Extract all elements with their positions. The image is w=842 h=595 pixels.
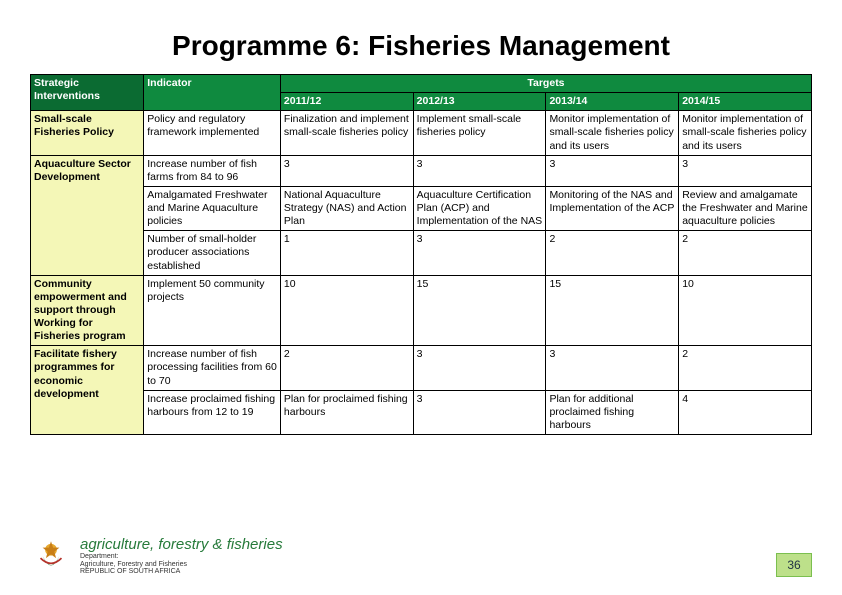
y2-cell: 3 — [413, 155, 546, 186]
y2-cell: 3 — [413, 346, 546, 390]
dept-main: agriculture, forestry & fisheries — [80, 536, 283, 553]
y1-cell: 1 — [280, 231, 413, 275]
y1-cell: 2 — [280, 346, 413, 390]
y4-cell: 2 — [679, 231, 812, 275]
si-cell: Small-scale Fisheries Policy — [31, 111, 144, 155]
hdr-y2: 2012/13 — [413, 93, 546, 111]
indicator-cell: Increase number of fish processing facil… — [144, 346, 281, 390]
y4-cell: Monitor implementation of small-scale fi… — [679, 111, 812, 155]
indicator-cell: Increase number of fish farms from 84 to… — [144, 155, 281, 186]
y2-cell: 3 — [413, 231, 546, 275]
hdr-y3: 2013/14 — [546, 93, 679, 111]
logo-block: agriculture, forestry & fisheries Depart… — [30, 535, 283, 577]
indicator-cell: Implement 50 community projects — [144, 275, 281, 346]
si-cell: Aquaculture Sector Development — [31, 155, 144, 275]
hdr-y4: 2014/15 — [679, 93, 812, 111]
y3-cell: Monitor implementation of small-scale fi… — [546, 111, 679, 155]
table-header-row-1: Strategic Interventions Indicator Target… — [31, 75, 812, 93]
y2-cell: 3 — [413, 390, 546, 434]
indicator-cell: Number of small-holder producer associat… — [144, 231, 281, 275]
y2-cell: 15 — [413, 275, 546, 346]
y1-cell: Finalization and implement small-scale f… — [280, 111, 413, 155]
y3-cell: Monitoring of the NAS and Implementation… — [546, 186, 679, 230]
table-row: Community empowerment and support throug… — [31, 275, 812, 346]
page-title: Programme 6: Fisheries Management — [30, 30, 812, 62]
table-row: Facilitate fishery programmes for econom… — [31, 346, 812, 390]
table-row: Amalgamated Freshwater and Marine Aquacu… — [31, 186, 812, 230]
hdr-y1: 2011/12 — [280, 93, 413, 111]
page-number: 36 — [776, 553, 812, 577]
table-row: Number of small-holder producer associat… — [31, 231, 812, 275]
y2-cell: Implement small-scale fisheries policy — [413, 111, 546, 155]
y4-cell: 2 — [679, 346, 812, 390]
y4-cell: 10 — [679, 275, 812, 346]
hdr-indicator: Indicator — [144, 75, 281, 111]
dept-sub1: Department: — [80, 553, 283, 561]
y3-cell: 2 — [546, 231, 679, 275]
dept-sub2: Agriculture, Forestry and Fisheries — [80, 561, 283, 569]
y2-cell: Aquaculture Certification Plan (ACP) and… — [413, 186, 546, 230]
table-row: Small-scale Fisheries Policy Policy and … — [31, 111, 812, 155]
programme-table: Strategic Interventions Indicator Target… — [30, 74, 812, 435]
y1-cell: 3 — [280, 155, 413, 186]
y4-cell: Review and amalgamate the Freshwater and… — [679, 186, 812, 230]
y3-cell: 3 — [546, 346, 679, 390]
y1-cell: National Aquaculture Strategy (NAS) and … — [280, 186, 413, 230]
y4-cell: 4 — [679, 390, 812, 434]
hdr-strategic: Strategic Interventions — [31, 75, 144, 111]
hdr-targets: Targets — [280, 75, 811, 93]
y3-cell: Plan for additional proclaimed fishing h… — [546, 390, 679, 434]
y1-cell: Plan for proclaimed fishing harbours — [280, 390, 413, 434]
si-cell: Facilitate fishery programmes for econom… — [31, 346, 144, 435]
y1-cell: 10 — [280, 275, 413, 346]
indicator-cell: Policy and regulatory framework implemen… — [144, 111, 281, 155]
footer: agriculture, forestry & fisheries Depart… — [30, 535, 812, 577]
indicator-cell: Amalgamated Freshwater and Marine Aquacu… — [144, 186, 281, 230]
dept-sub3: REPUBLIC OF SOUTH AFRICA — [80, 568, 283, 576]
coat-of-arms-icon — [30, 535, 72, 577]
y4-cell: 3 — [679, 155, 812, 186]
si-cell: Community empowerment and support throug… — [31, 275, 144, 346]
y3-cell: 3 — [546, 155, 679, 186]
indicator-cell: Increase proclaimed fishing harbours fro… — [144, 390, 281, 434]
y3-cell: 15 — [546, 275, 679, 346]
table-row: Aquaculture Sector Development Increase … — [31, 155, 812, 186]
table-row: Increase proclaimed fishing harbours fro… — [31, 390, 812, 434]
